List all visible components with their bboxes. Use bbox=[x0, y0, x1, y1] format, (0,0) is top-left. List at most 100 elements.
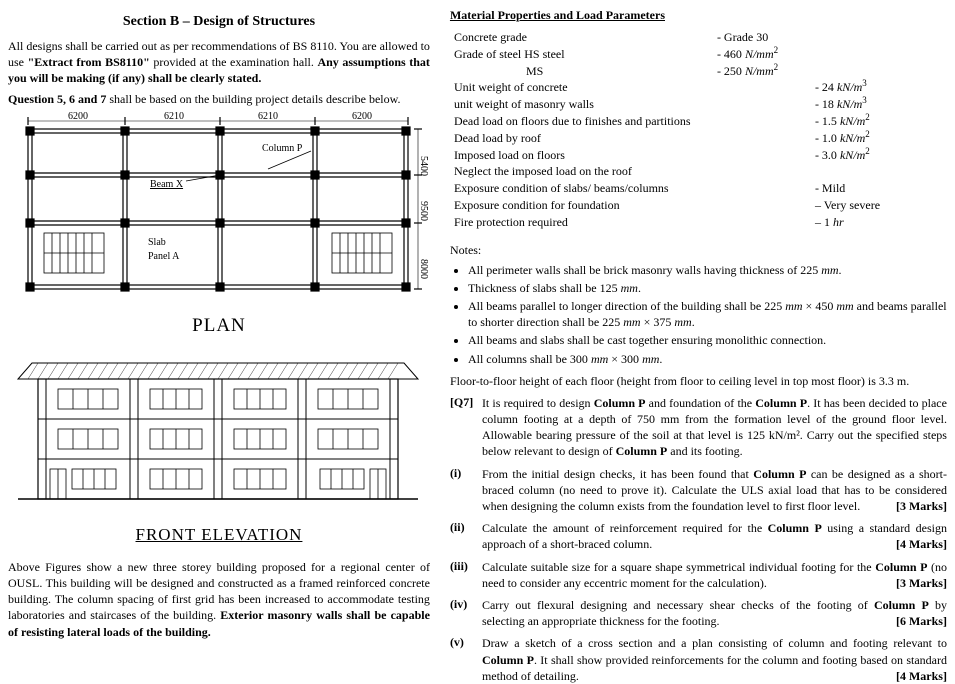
section-title: Section B – Design of Structures bbox=[8, 14, 430, 30]
q-part: (ii)Calculate the amount of reinforcemen… bbox=[450, 520, 947, 552]
dim: 6200 bbox=[68, 111, 88, 122]
prop-mid bbox=[713, 180, 811, 197]
part-number: (iv) bbox=[450, 597, 482, 629]
prop-mid: - 460 N/mm2 bbox=[713, 46, 811, 63]
props-row: Unit weight of concrete - 24 kN/m3 bbox=[450, 79, 884, 96]
plan-drawing: 6200 6210 6210 6200 5400 9500 8000 Beam … bbox=[8, 111, 428, 311]
prop-key: Neglect the imposed load on the roof bbox=[450, 163, 713, 180]
dim: 6210 bbox=[164, 111, 184, 122]
column-label: Column P bbox=[262, 143, 303, 154]
prop-mid bbox=[713, 197, 811, 214]
props-row: Neglect the imposed load on the roof bbox=[450, 163, 884, 180]
props-row: MS- 250 N/mm2 bbox=[450, 63, 884, 80]
note-item: Thickness of slabs shall be 125 mm. bbox=[468, 280, 947, 296]
prop-mid bbox=[713, 79, 811, 96]
q-part: (iv)Carry out flexural designing and nec… bbox=[450, 597, 947, 629]
t: It is required to design bbox=[482, 396, 594, 410]
part-body: Carry out flexural designing and necessa… bbox=[482, 597, 947, 629]
prop-key: Dead load on floors due to finishes and … bbox=[450, 113, 713, 130]
part-number: (iii) bbox=[450, 559, 482, 591]
q-part: (v)Draw a sketch of a cross section and … bbox=[450, 635, 947, 684]
prop-val: - 24 kN/m3 bbox=[811, 79, 884, 96]
t: and foundation of the bbox=[646, 396, 756, 410]
prop-mid bbox=[713, 147, 811, 164]
part-number: (v) bbox=[450, 635, 482, 684]
prop-key: Unit weight of concrete bbox=[450, 79, 713, 96]
prop-val: - Mild bbox=[811, 180, 884, 197]
note-item: All beams and slabs shall be cast togeth… bbox=[468, 332, 947, 348]
t: Column P bbox=[616, 444, 668, 458]
notes-heading: Notes: bbox=[450, 243, 947, 258]
prop-mid bbox=[713, 130, 811, 147]
prop-val: – 1 hr bbox=[811, 214, 884, 231]
prop-key: Imposed load on floors bbox=[450, 147, 713, 164]
dim: 6200 bbox=[352, 111, 372, 122]
prop-mid: - Grade 30 bbox=[713, 29, 811, 46]
props-row: Dead load by roof - 1.0 kN/m2 bbox=[450, 130, 884, 147]
left-column: Section B – Design of Structures All des… bbox=[8, 8, 440, 675]
props-row: Grade of steel HS steel- 460 N/mm2 bbox=[450, 46, 884, 63]
props-row: unit weight of masonry walls - 18 kN/m3 bbox=[450, 96, 884, 113]
slab-label: Panel A bbox=[148, 251, 180, 262]
dim: 6210 bbox=[258, 111, 278, 122]
elevation-drawing bbox=[8, 351, 428, 521]
prop-key: MS bbox=[450, 63, 713, 80]
q-part: (i)From the initial design checks, it ha… bbox=[450, 466, 947, 515]
material-props-heading: Material Properties and Load Parameters bbox=[450, 8, 947, 23]
t: Question 5, 6 and 7 bbox=[8, 92, 106, 106]
prop-mid bbox=[713, 163, 811, 180]
props-row: Fire protection required – 1 hr bbox=[450, 214, 884, 231]
dim: 8000 bbox=[418, 259, 428, 279]
slab-label: Slab bbox=[148, 237, 166, 248]
dim: 9500 bbox=[418, 201, 428, 221]
intro-paragraph-2: Question 5, 6 and 7 shall be based on th… bbox=[8, 91, 430, 107]
props-row: Dead load on floors due to finishes and … bbox=[450, 113, 884, 130]
intro-paragraph-1: All designs shall be carried out as per … bbox=[8, 38, 430, 87]
note-item: All beams parallel to longer direction o… bbox=[468, 298, 947, 330]
q-part: (iii)Calculate suitable size for a squar… bbox=[450, 559, 947, 591]
prop-val: – Very severe bbox=[811, 197, 884, 214]
prop-val bbox=[811, 46, 884, 63]
right-column: Material Properties and Load Parameters … bbox=[440, 8, 947, 675]
q7-body: It is required to design Column P and fo… bbox=[482, 395, 947, 460]
props-row: Imposed load on floors- 3.0 kN/m2 bbox=[450, 147, 884, 164]
t: and its footing. bbox=[667, 444, 742, 458]
prop-key: unit weight of masonry walls bbox=[450, 96, 713, 113]
plan-title: PLAN bbox=[8, 315, 430, 337]
bottom-paragraph: Above Figures show a new three storey bu… bbox=[8, 559, 430, 640]
part-number: (ii) bbox=[450, 520, 482, 552]
t: shall be based on the building project d… bbox=[106, 92, 400, 106]
prop-mid bbox=[713, 113, 811, 130]
props-row: Concrete grade- Grade 30 bbox=[450, 29, 884, 46]
prop-mid: - 250 N/mm2 bbox=[713, 63, 811, 80]
prop-val bbox=[811, 29, 884, 46]
prop-mid bbox=[713, 214, 811, 231]
prop-val bbox=[811, 63, 884, 80]
prop-val: - 18 kN/m3 bbox=[811, 96, 884, 113]
part-body: From the initial design checks, it has b… bbox=[482, 466, 947, 515]
part-body: Calculate the amount of reinforcement re… bbox=[482, 520, 947, 552]
t: provided at the examination hall. bbox=[150, 55, 318, 69]
t: Column P bbox=[594, 396, 646, 410]
prop-key: Exposure condition for foundation bbox=[450, 197, 713, 214]
notes-list: All perimeter walls shall be brick mason… bbox=[468, 262, 947, 367]
prop-val bbox=[811, 163, 884, 180]
q7-tag: [Q7] bbox=[450, 395, 482, 460]
prop-mid bbox=[713, 96, 811, 113]
note-item: All columns shall be 300 mm × 300 mm. bbox=[468, 351, 947, 367]
beam-label: Beam X bbox=[150, 179, 184, 190]
prop-key: Fire protection required bbox=[450, 214, 713, 231]
material-props-table: Concrete grade- Grade 30Grade of steel H… bbox=[450, 29, 884, 231]
prop-key: Concrete grade bbox=[450, 29, 713, 46]
t: Column P bbox=[755, 396, 807, 410]
t: "Extract from BS8110" bbox=[28, 55, 150, 69]
prop-key: Dead load by roof bbox=[450, 130, 713, 147]
note-item: All perimeter walls shall be brick mason… bbox=[468, 262, 947, 278]
dim: 5400 bbox=[418, 156, 428, 176]
part-number: (i) bbox=[450, 466, 482, 515]
part-body: Calculate suitable size for a square sha… bbox=[482, 559, 947, 591]
prop-val: - 1.0 kN/m2 bbox=[811, 130, 884, 147]
prop-key: Exposure condition of slabs/ beams/colum… bbox=[450, 180, 713, 197]
props-row: Exposure condition of slabs/ beams/colum… bbox=[450, 180, 884, 197]
prop-key: Grade of steel HS steel bbox=[450, 46, 713, 63]
